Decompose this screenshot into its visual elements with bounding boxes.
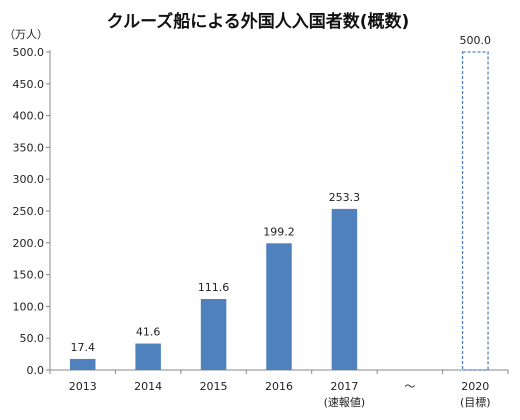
y-tick-label: 450.0 [13, 78, 45, 91]
bar [200, 299, 227, 370]
x-tick-label: 2020 [461, 380, 489, 393]
x-tick-labels: 2013 2014 2015 2016 2017 (速報値) ～ 2020 (目標) [69, 380, 491, 409]
value-label: 500.0 [460, 34, 492, 47]
y-tick-label: 400.0 [13, 110, 45, 123]
x-tick-label: 2014 [134, 380, 162, 393]
x-tick-sublabel: (速報値) [324, 396, 366, 409]
y-unit-label: （万人） [4, 28, 48, 41]
bar [331, 208, 358, 370]
x-tick-label: ～ [404, 380, 415, 393]
y-tick-label: 250.0 [13, 205, 45, 218]
y-tick-label: 350.0 [13, 141, 45, 154]
y-tick-labels: 0.0 50.0 100.0 150.0 200.0 250.0 300.0 350.0 400… [13, 46, 45, 377]
x-tick-label: 2015 [200, 380, 228, 393]
y-tick-label: 500.0 [13, 46, 45, 59]
value-label: 17.4 [70, 341, 95, 354]
chart-title: クルーズ船による外国人入国者数(概数) [107, 11, 410, 32]
bars [69, 51, 489, 371]
value-label: 41.6 [136, 326, 161, 339]
x-tick-label: 2013 [69, 380, 97, 393]
value-label: 111.6 [198, 281, 230, 294]
y-tick-label: 100.0 [13, 300, 45, 313]
x-tick-label: 2016 [265, 380, 293, 393]
y-tick-label: 0.0 [27, 364, 45, 377]
y-tick-label: 200.0 [13, 237, 45, 250]
y-tick-label: 150.0 [13, 269, 45, 282]
x-tick-sublabel: (目標) [460, 395, 491, 409]
y-tick-label: 300.0 [13, 173, 45, 186]
bar [266, 243, 292, 370]
value-labels: 17.4 41.6 111.6 199.2 253.3 500.0 [70, 34, 491, 354]
value-label: 199.2 [263, 225, 295, 238]
bar [69, 358, 96, 370]
axes [46, 50, 509, 374]
bar [135, 343, 161, 370]
y-tick-label: 50.0 [20, 332, 45, 345]
bar [461, 51, 489, 371]
x-tick-label: 2017 [330, 380, 358, 393]
value-label: 253.3 [329, 191, 361, 204]
